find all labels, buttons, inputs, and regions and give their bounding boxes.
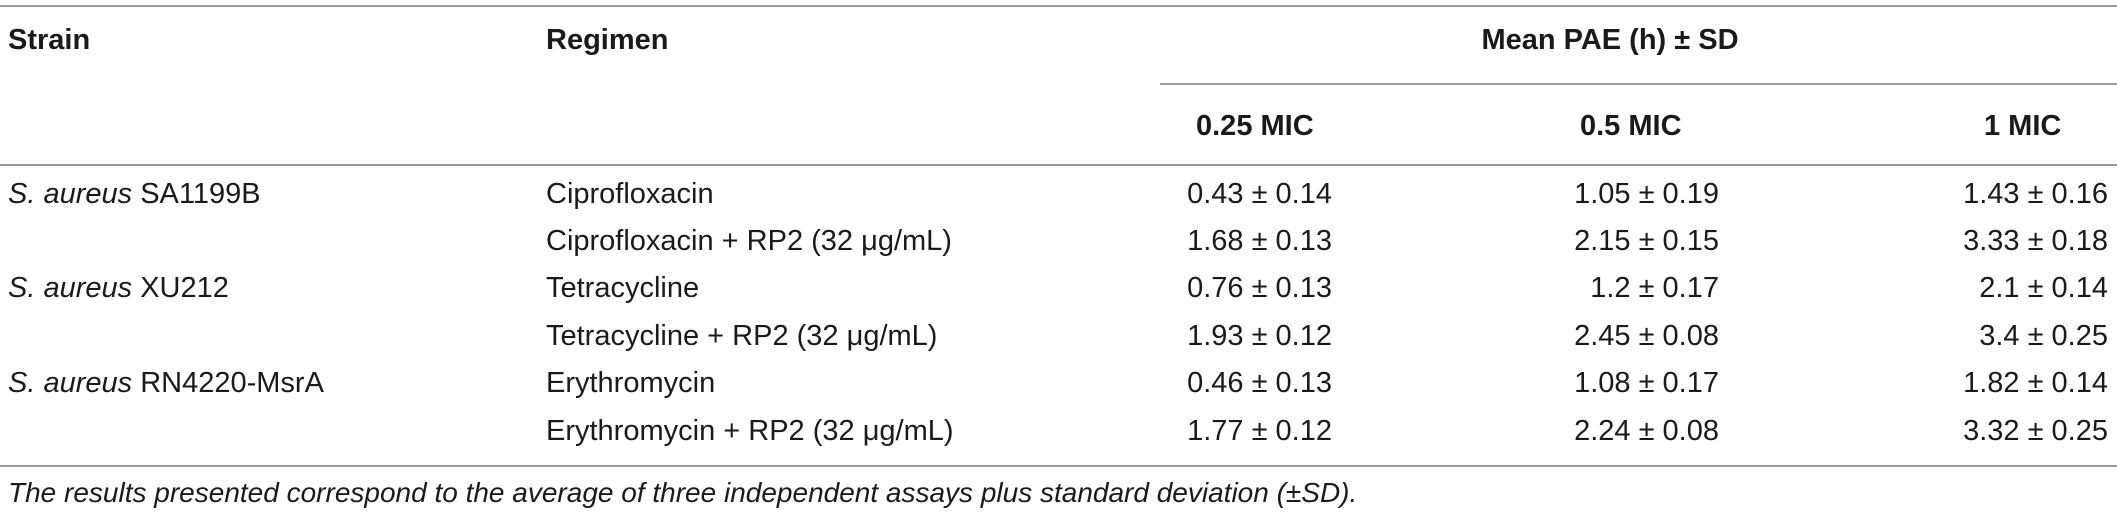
header-bottom-rule: [0, 164, 2117, 166]
value-cell-1-mic: 3.4 ± 0.25: [1979, 320, 2108, 352]
strain-species: S. aureus: [8, 367, 133, 399]
regimen-cell: Tetracycline + RP2 (32 μg/mL): [546, 320, 938, 352]
strain-cell: S. aureus XU212: [8, 270, 229, 306]
value-cell-05-mic: 1.05 ± 0.19: [1574, 178, 1719, 210]
value-cell-025-mic: 0.76 ± 0.13: [1187, 272, 1332, 304]
strain-id: SA1199B: [132, 178, 261, 210]
regimen-cell: Erythromycin + RP2 (32 μg/mL): [546, 415, 954, 447]
top-rule: [0, 5, 2117, 7]
value-cell-025-mic: 1.68 ± 0.13: [1187, 225, 1332, 257]
strain-id: XU212: [132, 272, 229, 304]
value-cell-05-mic: 2.45 ± 0.08: [1574, 320, 1719, 352]
bottom-rule: [0, 465, 2117, 467]
strain-cell: S. aureus SA1199B: [8, 176, 261, 212]
value-cell-05-mic: 1.2 ± 0.17: [1590, 272, 1719, 304]
header-05-mic: 0.5 MIC: [1580, 110, 1682, 142]
value-cell-1-mic: 3.33 ± 0.18: [1963, 225, 2108, 257]
regimen-cell: Ciprofloxacin + RP2 (32 μg/mL): [546, 225, 952, 257]
table-footnote: The results presented correspond to the …: [8, 477, 1358, 508]
value-cell-025-mic: 0.43 ± 0.14: [1187, 178, 1332, 210]
value-cell-1-mic: 1.82 ± 0.14: [1963, 367, 2108, 399]
value-cell-025-mic: 0.46 ± 0.13: [1187, 367, 1332, 399]
value-cell-1-mic: 1.43 ± 0.16: [1963, 178, 2108, 210]
regimen-cell: Erythromycin: [546, 367, 716, 399]
regimen-cell: Tetracycline: [546, 272, 700, 304]
regimen-cell: Ciprofloxacin: [546, 178, 714, 210]
value-cell-025-mic: 1.93 ± 0.12: [1187, 320, 1332, 352]
value-cell-1-mic: 2.1 ± 0.14: [1979, 272, 2108, 304]
header-025-mic: 0.25 MIC: [1196, 110, 1314, 142]
header-strain: Strain: [8, 24, 91, 56]
value-cell-05-mic: 1.08 ± 0.17: [1574, 367, 1719, 399]
strain-id: RN4220-MsrA: [132, 367, 324, 399]
value-cell-025-mic: 1.77 ± 0.12: [1187, 415, 1332, 447]
strain-species: S. aureus: [8, 178, 133, 210]
value-cell-1-mic: 3.32 ± 0.25: [1963, 415, 2108, 447]
value-cell-05-mic: 2.24 ± 0.08: [1574, 415, 1719, 447]
strain-species: S. aureus: [8, 272, 133, 304]
value-cell-05-mic: 2.15 ± 0.15: [1574, 225, 1719, 257]
group-header-rule: [1160, 83, 2117, 85]
header-1-mic: 1 MIC: [1984, 110, 2062, 142]
strain-cell: S. aureus RN4220-MsrA: [8, 365, 324, 401]
header-mean-pae: Mean PAE (h) ± SD: [1481, 24, 1739, 56]
header-regimen: Regimen: [546, 24, 669, 56]
